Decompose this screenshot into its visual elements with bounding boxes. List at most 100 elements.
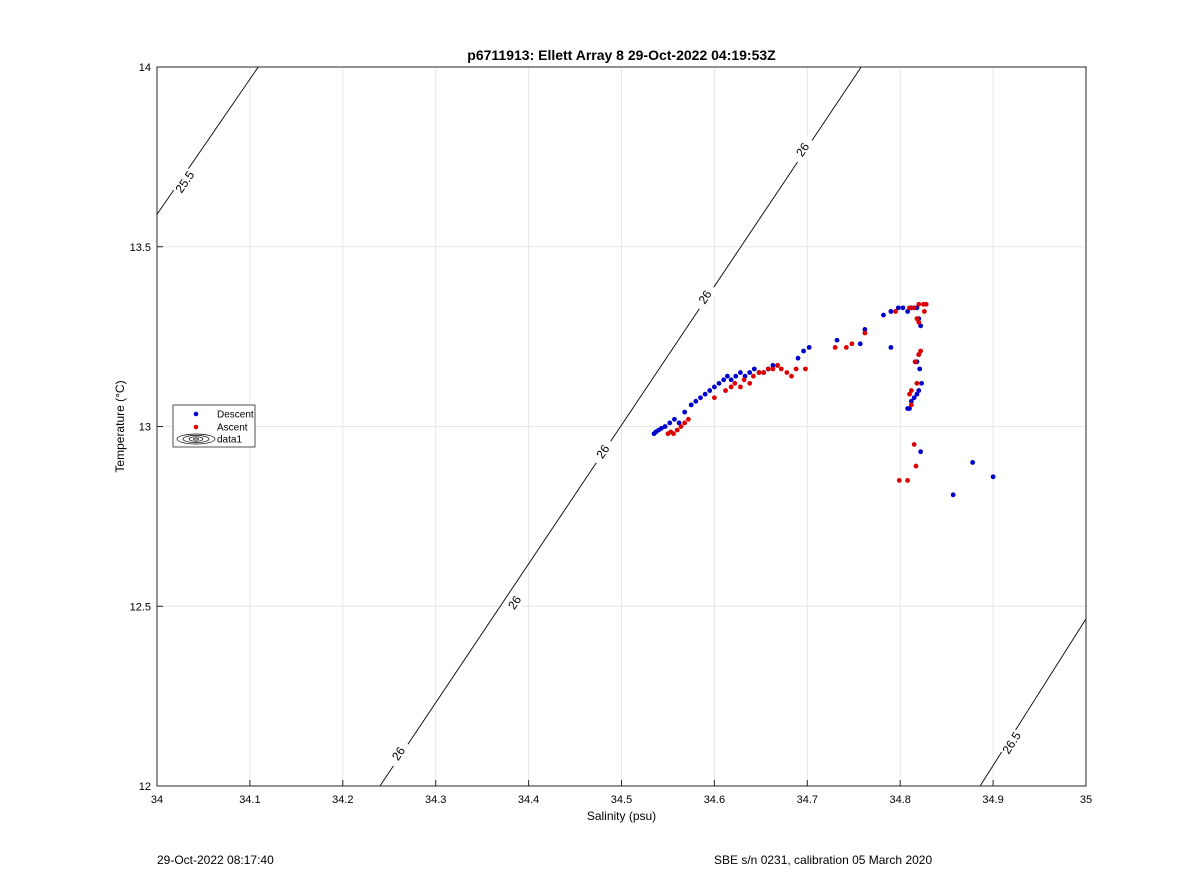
descent-point-14 bbox=[712, 384, 717, 390]
ascent-point-10 bbox=[732, 380, 738, 386]
descent-point-36 bbox=[888, 309, 894, 314]
x-tick-label-3: 34.3 bbox=[425, 794, 446, 806]
series-ascent bbox=[665, 301, 929, 483]
x-tick-label-0: 34 bbox=[151, 794, 163, 806]
ascent-point-47 bbox=[913, 463, 919, 469]
descent-point-10 bbox=[693, 398, 699, 404]
ascent-point-45 bbox=[896, 478, 902, 483]
ascent-point-18 bbox=[770, 366, 776, 372]
x-tick-label-1: 34.1 bbox=[239, 794, 260, 806]
descent-point-38 bbox=[900, 305, 906, 311]
descent-point-56 bbox=[950, 492, 956, 498]
ascent-point-31 bbox=[911, 305, 917, 311]
ascent-point-44 bbox=[911, 442, 917, 447]
contour-label-bg-1-2 bbox=[589, 436, 616, 467]
descent-point-27 bbox=[770, 362, 776, 368]
descent-point-52 bbox=[908, 398, 914, 404]
contour-label-bg-1-4 bbox=[789, 134, 816, 165]
ascent-point-40 bbox=[908, 388, 914, 393]
descent-point-31 bbox=[806, 345, 812, 350]
contour-label-bg-0-0 bbox=[171, 167, 199, 197]
ascent-point-32 bbox=[916, 301, 922, 307]
descent-point-58 bbox=[990, 474, 996, 480]
chart-title: p6711913: Ellett Array 8 29-Oct-2022 04:… bbox=[467, 47, 776, 63]
x-axis-label: Salinity (psu) bbox=[587, 809, 656, 823]
ascent-point-43 bbox=[908, 402, 914, 408]
footer-calibration: SBE s/n 0231, calibration 05 March 2020 bbox=[714, 853, 933, 867]
ascent-point-12 bbox=[741, 377, 747, 383]
footer-timestamp: 29-Oct-2022 08:17:40 bbox=[157, 853, 274, 867]
descent-point-19 bbox=[733, 373, 739, 379]
ascent-point-27 bbox=[849, 341, 855, 347]
axis-ticks: 34 34.1 34.2 34.3 34.4 34.5 34.6 34.7 34.8 34.9 35… bbox=[130, 62, 1093, 806]
series-descent bbox=[651, 305, 996, 498]
descent-point-23 bbox=[751, 366, 757, 372]
descent-point-4 bbox=[662, 424, 668, 429]
ascent-point-29 bbox=[893, 309, 898, 314]
descent-point-22 bbox=[747, 370, 753, 375]
contour-label-bg-2-0 bbox=[998, 728, 1025, 758]
x-tick-label-4: 34.4 bbox=[518, 794, 539, 806]
legend-ellipse-3 bbox=[193, 437, 199, 441]
contour-line-26 bbox=[379, 66, 862, 787]
descent-point-55 bbox=[918, 449, 924, 455]
ascent-point-48 bbox=[921, 309, 927, 314]
ascent-point-24 bbox=[803, 366, 808, 372]
ascent-point-9 bbox=[728, 384, 734, 390]
x-tick-label-7: 34.7 bbox=[797, 794, 818, 806]
ascent-point-35 bbox=[914, 316, 920, 322]
ascent-point-8 bbox=[723, 388, 728, 393]
ascent-point-36 bbox=[916, 319, 922, 325]
contour-label-bg-1-1 bbox=[501, 587, 528, 618]
ascent-point-21 bbox=[784, 370, 790, 375]
contour-line-26.5 bbox=[979, 618, 1087, 787]
descent-point-47 bbox=[917, 366, 923, 372]
ascent-point-3 bbox=[674, 427, 680, 433]
legend-ellipse-1 bbox=[182, 435, 210, 443]
ascent-point-42 bbox=[907, 391, 912, 397]
descent-point-51 bbox=[911, 395, 917, 401]
ascent-point-46 bbox=[905, 478, 911, 483]
y-tick-label-2: 13 bbox=[139, 422, 151, 434]
ascent-point-41 bbox=[914, 380, 920, 386]
descent-point-32 bbox=[834, 337, 840, 343]
ascent-point-2 bbox=[671, 431, 676, 437]
ascent-point-5 bbox=[682, 420, 688, 426]
legend-box bbox=[172, 404, 256, 448]
descent-point-7 bbox=[676, 420, 682, 426]
descent-point-54 bbox=[905, 406, 911, 411]
descent-point-20 bbox=[738, 370, 743, 375]
descent-point-13 bbox=[707, 388, 713, 393]
ascent-point-15 bbox=[756, 370, 762, 375]
descent-point-57 bbox=[970, 460, 976, 465]
ascent-point-39 bbox=[912, 359, 918, 365]
descent-point-48 bbox=[919, 380, 924, 386]
descent-point-37 bbox=[895, 305, 901, 311]
y-tick-label-0: 12 bbox=[139, 781, 151, 793]
ascent-point-23 bbox=[793, 366, 799, 372]
y-tick-label-3: 13.5 bbox=[130, 242, 151, 254]
ascent-point-16 bbox=[761, 370, 767, 375]
ascent-point-4 bbox=[678, 424, 684, 429]
ascent-point-6 bbox=[685, 416, 691, 422]
descent-point-11 bbox=[698, 395, 703, 401]
grid-lines bbox=[156, 66, 1087, 787]
descent-point-59 bbox=[888, 345, 894, 350]
ascent-point-17 bbox=[765, 366, 771, 372]
descent-point-18 bbox=[728, 377, 734, 383]
ascent-point-34 bbox=[923, 301, 929, 307]
ascent-point-11 bbox=[738, 384, 743, 390]
ascent-point-13 bbox=[747, 380, 753, 386]
legend-ellipse-2 bbox=[188, 436, 204, 442]
x-tick-label-9: 34.9 bbox=[982, 794, 1003, 806]
ascent-point-26 bbox=[843, 345, 849, 350]
ascent-point-30 bbox=[907, 305, 912, 311]
descent-point-30 bbox=[801, 348, 806, 354]
ascent-point-20 bbox=[778, 366, 784, 372]
x-tick-label-5: 34.5 bbox=[611, 794, 632, 806]
ascent-point-22 bbox=[789, 373, 794, 379]
descent-point-12 bbox=[702, 391, 708, 397]
descent-point-39 bbox=[905, 309, 911, 314]
